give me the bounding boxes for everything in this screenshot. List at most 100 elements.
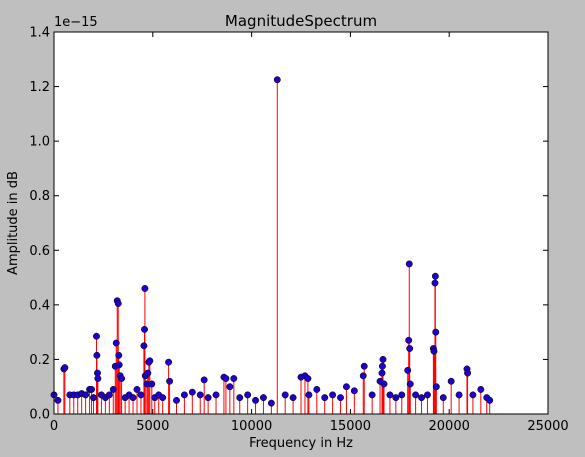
stem-marker [61,364,69,372]
stem-marker [180,391,188,399]
stem-marker [464,369,472,377]
stem-marker [329,391,337,399]
stem-marker [212,391,220,399]
stem-marker [173,396,180,404]
stem-marker [359,372,367,380]
y-tick-label: 0.4 [29,298,50,313]
x-tick-label: 5000 [136,419,169,434]
stem-markers [50,76,494,407]
stem-marker [368,391,376,399]
stem-marker [469,391,477,399]
y-axis-label: Amplitude in dB [6,171,21,275]
stem-marker [267,399,275,407]
y-axis-ticks: 0.0 0.2 0.4 0.6 0.8 1.0 1.2 1.4 [29,26,548,423]
stem-marker [165,358,173,366]
x-axis-label: Frequency in Hz [249,436,353,451]
stem-marker [105,391,113,399]
x-tick-label: 10000 [231,419,272,434]
stem-marker [93,351,101,359]
stem-marker [477,385,485,393]
stem-marker [398,391,406,399]
x-tick-label: 15000 [330,419,371,434]
stem-marker [90,394,97,402]
chart-title: MagnitudeSpectrum [225,12,377,30]
stem-marker [133,385,141,393]
stem-marker [252,396,260,404]
stem-marker [115,361,123,369]
y-tick-label: 1.2 [29,80,50,95]
stem-marker [129,394,137,402]
stem-marker [141,325,148,333]
plot-frame [53,31,549,415]
stem-marker [188,388,196,396]
stem-marker [137,391,145,399]
stem-marker [93,332,100,340]
stem-marker [431,279,439,287]
stem-marker [88,385,95,393]
stem-marker [281,391,289,399]
stem-marker [200,376,208,384]
stem-marker [405,336,413,344]
stem-marker [455,391,463,399]
stem-marker [360,362,368,370]
stem-marker [260,394,267,402]
stem-marker [447,377,455,385]
stem-marker [424,391,431,399]
x-axis-ticks: 0 5000 10000 15000 20000 25000 [50,32,569,434]
y-tick-label: 1.4 [29,26,50,41]
stem-marker [418,394,425,402]
y-tick-label: 0.6 [29,244,50,259]
stem-marker [342,383,350,391]
stem-marker [378,369,386,377]
y-tick-label: 0.0 [29,408,50,423]
stem-marker [432,383,440,391]
stem-marker [431,272,439,280]
stem-marker [196,391,204,399]
stem-marker [54,396,62,404]
stem-marker [144,369,152,377]
stem-marker [439,394,447,402]
stem-marker [204,394,212,402]
stem-marker [392,394,400,402]
stem-marker [112,339,120,347]
y-tick-label: 1.0 [29,135,50,150]
stem-marker [406,345,414,352]
stem-marker [273,76,281,84]
stem-marker [412,391,420,399]
stem-marker [305,391,313,399]
y-tick-label: 0.2 [29,353,50,368]
y-tick-label: 0.8 [29,189,50,204]
stem-marker [405,260,413,268]
stem-marker [406,380,414,388]
stem-marker [141,285,149,292]
stem-marker [222,375,230,382]
stem-marker [313,385,321,393]
stem-marker [94,375,102,382]
stem-marker [289,394,297,402]
stem-marker [304,375,312,382]
x-tick-label: 25000 [527,419,568,434]
stem-marker [118,375,126,382]
stem-marker [82,391,90,399]
y-offset-label: 1e−15 [54,15,98,30]
stem-marker [379,355,387,363]
stem-marker [386,391,394,399]
stem-marker [430,347,438,355]
plot-area [54,32,548,414]
stem-marker [109,385,117,393]
stem-marker [244,391,252,399]
stem-marker [486,396,494,404]
stem-marker [321,394,329,402]
stem-marker [114,300,122,307]
stem-marker [146,357,154,365]
stem-marker [432,328,440,336]
stem-marker [230,375,238,382]
stem-marker [159,394,167,402]
stem-marker [226,383,234,391]
stem-marker [140,342,148,350]
x-tick-label: 0 [50,419,58,434]
x-tick-label: 20000 [429,419,470,434]
stem-marker [350,387,358,395]
stem-marker [337,394,344,402]
